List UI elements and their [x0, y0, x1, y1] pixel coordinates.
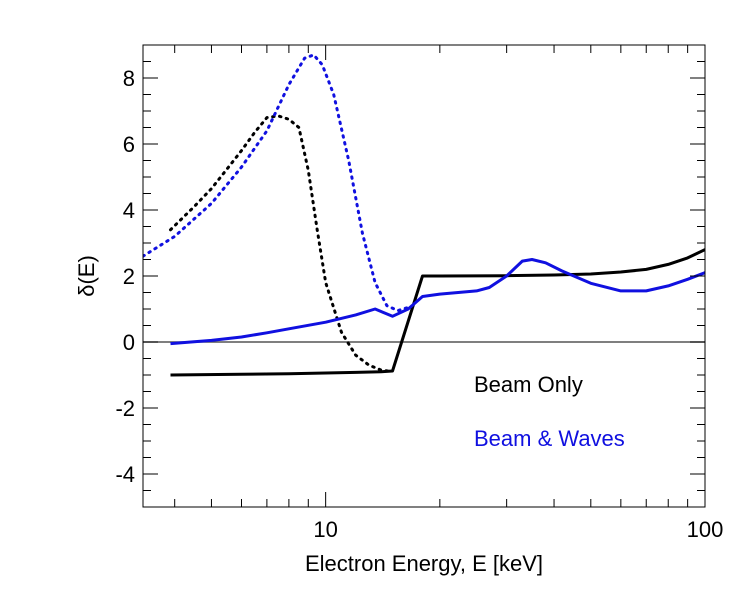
y-tick-label: -2 — [115, 396, 135, 421]
y-tick-label: 2 — [123, 264, 135, 289]
y-tick-label: 0 — [123, 330, 135, 355]
axis-ticks — [143, 44, 706, 508]
x-tick-label: 10 — [313, 517, 337, 542]
y-tick-label: 6 — [123, 132, 135, 157]
y-tick-label: 4 — [123, 198, 135, 223]
legend-item-beam-and-waves: Beam & Waves — [474, 426, 625, 451]
y-axis-title: δ(E) — [74, 255, 99, 297]
series-beam-and-waves-dotted — [143, 53, 410, 313]
series-beam-only-dotted — [169, 114, 394, 374]
x-tick-label: 100 — [687, 517, 724, 542]
plot-lines — [143, 53, 705, 377]
series-beam-and-waves-solid — [170, 258, 705, 346]
legend: Beam Only Beam & Waves — [474, 372, 625, 451]
y-tick-label: 8 — [123, 66, 135, 91]
y-tick-label: -4 — [115, 462, 135, 487]
x-axis-title: Electron Energy, E [keV] — [305, 551, 543, 576]
tick-labels: 10 100 -4 -2 0 2 4 6 8 — [115, 66, 723, 542]
series-beam-only-solid — [170, 248, 705, 377]
legend-item-beam-only: Beam Only — [474, 372, 583, 397]
